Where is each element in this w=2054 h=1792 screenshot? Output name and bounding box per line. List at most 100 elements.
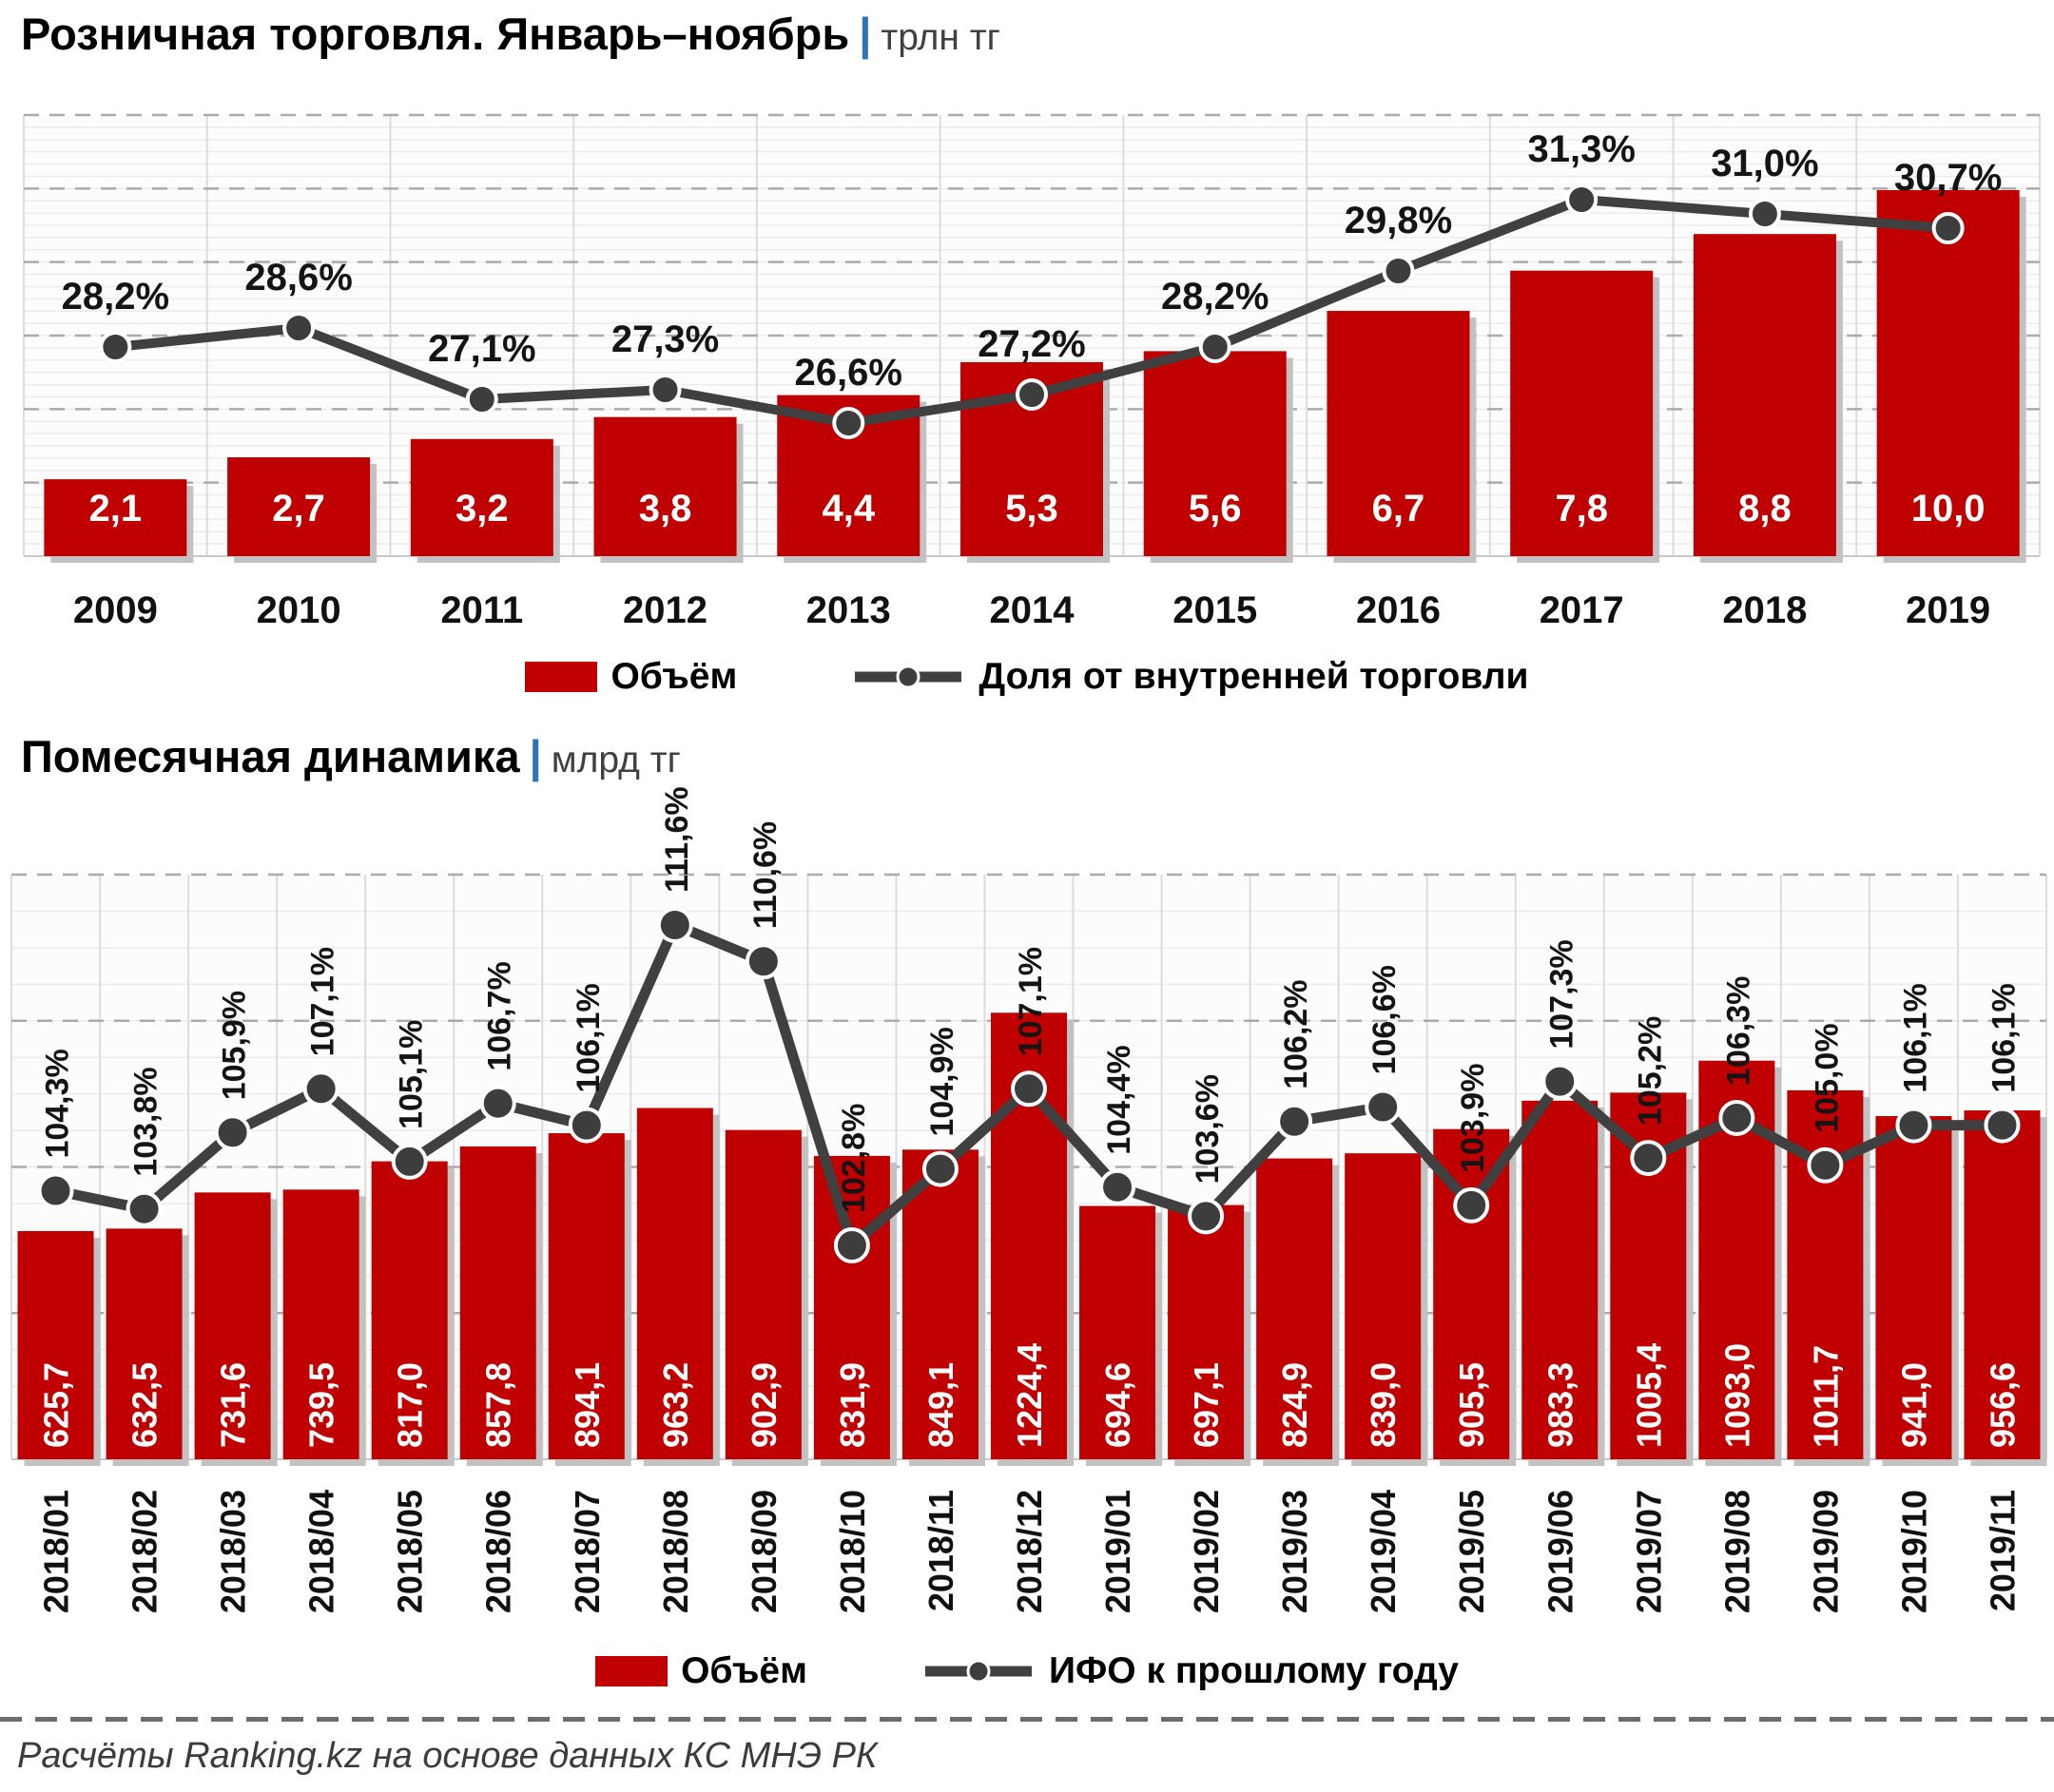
marker-2014 [1016, 378, 1048, 411]
bar-value-label: 956,6 [1983, 1362, 2022, 1448]
pct-label: 103,9% [1455, 1064, 1491, 1173]
bar-2012 [593, 416, 737, 556]
footer-dashed-separator [0, 1717, 2054, 1722]
pct-label: 104,9% [924, 1027, 960, 1136]
chart2-canvas: 625,7 632,5 731,6 739,5 817,0 857,8 894,1 963,2… [10, 786, 2047, 1613]
chart1-title: Розничная торговля. Январь–ноябрь [21, 9, 850, 59]
bar-2018/11 [901, 1149, 979, 1459]
chart1-title-pipe: | [859, 9, 872, 59]
bar-value-label: 905,5 [1452, 1362, 1491, 1448]
bar-value-label: 10,0 [1911, 488, 1986, 530]
cat-label-2018-08: 2018/08 [656, 1490, 695, 1613]
bar-value-label: 831,9 [833, 1362, 872, 1448]
cat-label-2018-09: 2018/09 [745, 1490, 784, 1613]
bar-2019/10 [1875, 1116, 1952, 1459]
marker-2019/02 [1188, 1198, 1225, 1235]
marker-2019/03 [1276, 1103, 1313, 1140]
bar-2010 [227, 457, 371, 556]
cat-label-2018-04: 2018/04 [302, 1490, 341, 1613]
bar-series-swatch-icon [525, 662, 598, 692]
pct-label: 106,2% [1278, 979, 1314, 1089]
pct-label: 31,0% [1711, 143, 1818, 184]
bar-value-label: 739,5 [302, 1362, 341, 1448]
pct-label: 31,3% [1527, 128, 1635, 170]
pct-label: 107,1% [1013, 947, 1049, 1056]
chart1-canvas: 2,1 2,7 3,2 3,8 4,4 5,3 5,6 6,7 7,8 8,8 10,0 28,2% 2… [23, 113, 2041, 631]
cat-label-2013: 2013 [806, 589, 891, 631]
pct-label: 103,6% [1190, 1074, 1226, 1184]
cat-label-2010: 2010 [257, 589, 341, 631]
cat-label-2018-07: 2018/07 [568, 1490, 607, 1613]
bar-2019/03 [1256, 1158, 1333, 1459]
bar-value-label: 857,8 [479, 1362, 518, 1448]
chart2-legend-item-volume: Объём [595, 1650, 807, 1692]
marker-2018/11 [921, 1150, 959, 1187]
pct-label: 28,2% [62, 276, 169, 318]
cat-label-2019-04: 2019/04 [1364, 1490, 1403, 1613]
cat-label-2019-01: 2019/01 [1098, 1490, 1137, 1613]
bar-value-label: 2,7 [272, 488, 325, 530]
bar-value-label: 731,6 [214, 1362, 253, 1448]
bar-value-label: 697,1 [1187, 1362, 1226, 1448]
chart2-legend-ifo-label: ИФО к прошлому году [1048, 1650, 1459, 1691]
cat-label-2018-01: 2018/01 [37, 1490, 76, 1613]
marker-2019/05 [1453, 1186, 1490, 1224]
cat-label-2018-10: 2018/10 [833, 1490, 872, 1613]
bar-value-label: 1093,0 [1717, 1343, 1756, 1448]
pct-label: 106,1% [1986, 983, 2022, 1092]
bar-value-label: 3,2 [455, 488, 509, 530]
cat-label-2019-06: 2019/06 [1540, 1490, 1579, 1613]
bar-value-label: 1011,7 [1806, 1345, 1845, 1448]
marker-2009 [99, 331, 132, 363]
marker-2016 [1382, 255, 1415, 287]
bar-value-label: 824,9 [1275, 1362, 1314, 1448]
bar-2017 [1510, 270, 1654, 556]
pct-label: 105,1% [394, 1020, 430, 1129]
bar-2011 [410, 438, 553, 556]
pct-label: 102,8% [836, 1104, 872, 1213]
marker-2019/08 [1718, 1099, 1755, 1136]
pct-label: 106,7% [482, 961, 518, 1070]
pct-label: 104,4% [1101, 1045, 1137, 1154]
marker-2018/09 [745, 943, 782, 980]
bar-2018/04 [282, 1189, 359, 1459]
bar-value-label: 1005,4 [1629, 1343, 1668, 1448]
chart1-header: Розничная торговля. Январь–ноябрь | трлн т… [21, 8, 1000, 60]
pct-label: 27,2% [978, 323, 1085, 365]
bar-value-label: 8,8 [1738, 488, 1792, 530]
cat-label-2019: 2019 [1906, 589, 1990, 631]
chart2-legend-volume-label: Объём [681, 1650, 807, 1691]
bar-2018/09 [725, 1129, 802, 1459]
pct-label: 106,3% [1720, 976, 1756, 1086]
chart2-legend: Объём ИФО к прошлому году [0, 1650, 2054, 1692]
cat-label-2019-10: 2019/10 [1894, 1490, 1933, 1613]
marker-2018/04 [302, 1070, 339, 1108]
cat-label-2016: 2016 [1356, 589, 1441, 631]
marker-2019 [1931, 212, 1965, 244]
bar-2019/11 [1964, 1110, 2041, 1459]
cat-label-2014: 2014 [990, 589, 1075, 631]
bar-value-label: 839,0 [1364, 1362, 1403, 1448]
cat-label-2018: 2018 [1722, 589, 1807, 631]
pct-label: 103,8% [128, 1067, 165, 1176]
pct-label: 105,0% [1809, 1023, 1845, 1132]
bar-2019/01 [1079, 1205, 1156, 1459]
cat-label-2019-03: 2019/03 [1275, 1490, 1314, 1613]
cat-label-2019-11: 2019/11 [1983, 1490, 2022, 1611]
marker-2019/10 [1895, 1107, 1932, 1144]
marker-2015 [1198, 331, 1231, 363]
marker-2018/08 [656, 906, 693, 943]
cat-label-2019-09: 2019/09 [1806, 1490, 1845, 1613]
marker-2019/01 [1099, 1168, 1136, 1205]
cat-label-2018-05: 2018/05 [391, 1490, 430, 1613]
bar-value-label: 849,1 [921, 1362, 960, 1448]
marker-2019/06 [1541, 1063, 1579, 1100]
bar-value-label: 2,1 [89, 488, 143, 530]
marker-2019/04 [1365, 1089, 1402, 1126]
bar-value-label: 1224,4 [1010, 1343, 1049, 1448]
marker-2018/03 [214, 1114, 251, 1151]
pct-label: 107,3% [1543, 939, 1579, 1049]
cat-label-2018-12: 2018/12 [1010, 1490, 1049, 1613]
bar-value-label: 3,8 [639, 488, 692, 530]
cat-label-2019-02: 2019/02 [1187, 1490, 1226, 1613]
